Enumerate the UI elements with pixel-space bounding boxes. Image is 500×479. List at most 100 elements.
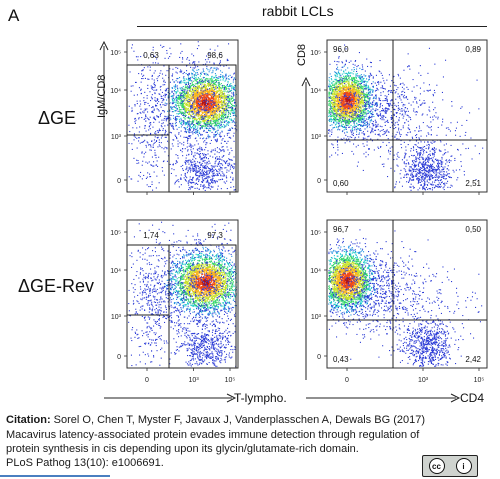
event-dot [209, 171, 211, 173]
event-dot [354, 60, 356, 62]
event-dot [137, 160, 139, 162]
event-dot [195, 163, 197, 165]
event-dot [217, 104, 219, 106]
event-dot [223, 121, 225, 123]
event-dot [195, 182, 197, 184]
event-dot [138, 117, 140, 119]
event-dot [219, 61, 221, 63]
event-dot [215, 105, 217, 107]
event-dot [344, 98, 346, 100]
event-dot [216, 118, 218, 120]
event-dot [213, 115, 215, 117]
event-dot [214, 111, 216, 113]
event-dot [195, 103, 197, 105]
event-dot [212, 84, 214, 86]
event-dot [199, 85, 201, 87]
event-dot [199, 116, 201, 118]
event-dot [140, 108, 142, 110]
event-dot [208, 104, 210, 106]
event-dot [206, 61, 208, 63]
event-dot [178, 133, 180, 135]
event-dot [189, 128, 191, 130]
event-dot [199, 75, 201, 77]
event-dot [189, 100, 191, 102]
event-dot [211, 178, 213, 180]
event-dot [205, 93, 207, 95]
event-dot [205, 154, 207, 156]
event-dot [211, 181, 213, 183]
event-dot [217, 110, 219, 112]
event-dot [194, 90, 196, 92]
event-dot [171, 168, 173, 170]
event-dot [189, 166, 191, 168]
event-dot [183, 78, 185, 80]
event-dot [134, 118, 136, 120]
event-dot [222, 106, 224, 108]
event-dot [159, 113, 161, 115]
event-dot [205, 100, 207, 102]
event-dot [205, 107, 207, 109]
event-dot [177, 102, 179, 104]
event-dot [200, 159, 202, 161]
event-dot [234, 84, 236, 86]
event-dot [205, 124, 207, 126]
event-dot [216, 141, 218, 143]
event-dot [177, 98, 179, 100]
event-dot [227, 149, 229, 151]
event-dot [184, 89, 186, 91]
event-dot [212, 181, 214, 183]
event-dot [196, 102, 198, 104]
event-dot [198, 109, 200, 111]
event-dot [215, 124, 217, 126]
event-dot [196, 75, 198, 77]
event-dot [198, 88, 200, 90]
event-dot [194, 78, 196, 80]
event-dot [178, 116, 180, 118]
event-dot [182, 106, 184, 108]
event-dot [172, 126, 174, 128]
event-dot [223, 103, 225, 105]
event-dot [172, 96, 174, 98]
event-dot [215, 74, 217, 76]
event-dot [185, 180, 187, 182]
event-dot [225, 162, 227, 164]
event-dot [191, 76, 193, 78]
event-dot [361, 87, 363, 89]
event-dot [209, 84, 211, 86]
event-dot [216, 95, 218, 97]
event-dot [216, 91, 218, 93]
event-dot [355, 118, 357, 120]
event-dot [151, 74, 153, 76]
event-dot [182, 164, 184, 166]
event-dot [188, 123, 190, 125]
event-dot [224, 109, 226, 111]
event-dot [189, 102, 191, 104]
event-dot [230, 107, 232, 109]
event-dot [166, 103, 168, 105]
event-dot [335, 72, 337, 74]
event-dot [206, 142, 208, 144]
event-dot [175, 80, 177, 82]
event-dot [355, 109, 357, 111]
event-dot [183, 104, 185, 106]
event-dot [209, 109, 211, 111]
event-dot [197, 83, 199, 85]
event-dot [233, 113, 235, 115]
event-dot [180, 126, 182, 128]
event-dot [219, 168, 221, 170]
event-dot [201, 181, 203, 183]
event-dot [202, 165, 204, 167]
event-dot [209, 116, 211, 118]
event-dot [231, 171, 233, 173]
event-dot [362, 78, 364, 80]
event-dot [193, 116, 195, 118]
event-dot [220, 142, 222, 144]
event-dot [153, 165, 155, 167]
event-dot [152, 117, 154, 119]
event-dot [156, 108, 158, 110]
event-dot [217, 96, 219, 98]
event-dot [157, 80, 159, 82]
event-dot [182, 103, 184, 105]
event-dot [195, 105, 197, 107]
event-dot [189, 137, 191, 139]
